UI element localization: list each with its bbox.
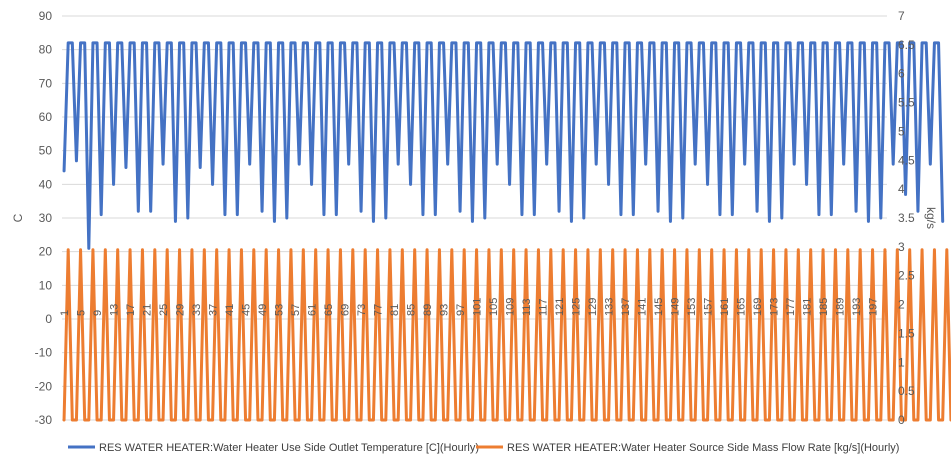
x-tick-label: 33 <box>191 304 203 316</box>
x-tick-label: 113 <box>521 298 533 316</box>
y2-tick-label: 2 <box>898 298 905 312</box>
x-tick-label: 101 <box>472 298 484 316</box>
x-tick-label: 105 <box>488 298 500 316</box>
x-tick-label: 81 <box>389 304 401 316</box>
x-tick-label: 125 <box>571 298 583 316</box>
x-tick-label: 29 <box>175 304 187 316</box>
x-tick-label: 93 <box>439 304 451 316</box>
y-tick-label: 10 <box>39 278 53 292</box>
y2-tick-label: 5 <box>898 124 905 138</box>
x-tick-label: 173 <box>769 298 781 316</box>
y-tick-label: -30 <box>35 413 53 427</box>
y2-tick-label: 0 <box>898 413 905 427</box>
x-tick-label: 13 <box>109 304 121 316</box>
legend-label-1: RES WATER HEATER:Water Heater Use Side O… <box>99 442 479 454</box>
x-tick-label: 193 <box>851 298 863 316</box>
y2-tick-label: 2.5 <box>898 269 915 283</box>
y2-axis-title: kg/s <box>924 207 938 229</box>
x-tick-label: 5 <box>76 310 88 316</box>
x-tick-label: 97 <box>455 304 467 316</box>
y2-tick-label: 7 <box>898 9 905 23</box>
y-axis-primary: -30 -20 -10 0 10 20 30 40 50 60 70 80 90 <box>35 9 53 427</box>
y2-tick-label: 3 <box>898 240 905 254</box>
y-tick-label: 60 <box>39 110 53 124</box>
x-tick-label: 121 <box>554 298 566 316</box>
y2-tick-label: 4 <box>898 182 905 196</box>
series-line-1 <box>62 41 945 250</box>
x-tick-label: 153 <box>686 298 698 316</box>
x-tick-label: 141 <box>637 298 649 316</box>
x-tick-label: 25 <box>158 304 170 316</box>
x-tick-label: 117 <box>538 298 550 316</box>
x-tick-label: 61 <box>307 304 319 316</box>
x-tick-label: 1 <box>59 310 71 316</box>
y-tick-label: 70 <box>39 76 53 90</box>
y-axis-title: C <box>11 213 25 222</box>
y-tick-label: 80 <box>39 43 53 57</box>
y2-tick-label: 6.5 <box>898 38 915 52</box>
x-tick-label: 157 <box>703 298 715 316</box>
y-tick-label: 40 <box>39 177 53 191</box>
x-tick-label: 77 <box>373 304 385 316</box>
x-tick-label: 165 <box>736 298 748 316</box>
legend-label-2: RES WATER HEATER:Water Heater Source Sid… <box>507 442 899 454</box>
y2-tick-label: 3.5 <box>898 211 915 225</box>
x-tick-label: 145 <box>653 298 665 316</box>
y-tick-label: 0 <box>45 312 52 326</box>
y2-tick-label: 1 <box>898 355 905 369</box>
x-tick-label: 185 <box>818 298 830 316</box>
y-tick-label: -10 <box>35 346 53 360</box>
x-tick-label: 73 <box>356 304 368 316</box>
x-tick-label: 85 <box>406 304 418 316</box>
x-tick-label: 41 <box>224 304 236 316</box>
y-tick-label: 50 <box>39 144 53 158</box>
y-tick-label: 90 <box>39 9 53 23</box>
x-tick-label: 169 <box>752 298 764 316</box>
y2-tick-label: 6 <box>898 67 905 81</box>
y-tick-label: 20 <box>39 245 53 259</box>
series-lines <box>62 41 951 422</box>
x-tick-label: 45 <box>241 304 253 316</box>
x-axis: 1 5 9 13 17 21 25 29 33 37 41 45 49 53 57 61 65 69 73 77 81 8… <box>59 298 880 316</box>
x-tick-label: 161 <box>719 298 731 316</box>
x-tick-label: 129 <box>587 298 599 316</box>
x-tick-label: 49 <box>257 304 269 316</box>
legend: RES WATER HEATER:Water Heater Use Side O… <box>68 442 899 454</box>
y2-tick-label: 0.5 <box>898 384 915 398</box>
x-tick-label: 21 <box>142 304 154 316</box>
x-tick-label: 89 <box>422 304 434 316</box>
x-tick-label: 133 <box>604 298 616 316</box>
x-tick-label: 53 <box>274 304 286 316</box>
y2-tick-label: 1.5 <box>898 326 915 340</box>
y2-tick-label: 5.5 <box>898 96 915 110</box>
x-tick-label: 57 <box>290 304 302 316</box>
y-tick-label: -20 <box>35 379 53 393</box>
y-tick-label: 30 <box>39 211 53 225</box>
x-tick-label: 65 <box>323 304 335 316</box>
series-line-2 <box>62 248 951 422</box>
x-tick-label: 17 <box>125 304 137 316</box>
x-tick-label: 189 <box>835 298 847 316</box>
x-tick-label: 109 <box>505 298 517 316</box>
x-tick-label: 37 <box>208 304 220 316</box>
x-tick-label: 137 <box>620 298 632 316</box>
y-axis-secondary: 0 0.5 1 1.5 2 2.5 3 3.5 4 4.5 5 5.5 6 6.5 7 <box>898 9 915 427</box>
x-tick-label: 181 <box>802 298 814 316</box>
x-tick-label: 69 <box>340 304 352 316</box>
x-tick-label: 149 <box>670 298 682 316</box>
x-tick-label: 177 <box>785 298 797 316</box>
x-tick-label: 197 <box>868 298 880 316</box>
y2-tick-label: 4.5 <box>898 153 915 167</box>
x-tick-label: 9 <box>92 310 104 316</box>
